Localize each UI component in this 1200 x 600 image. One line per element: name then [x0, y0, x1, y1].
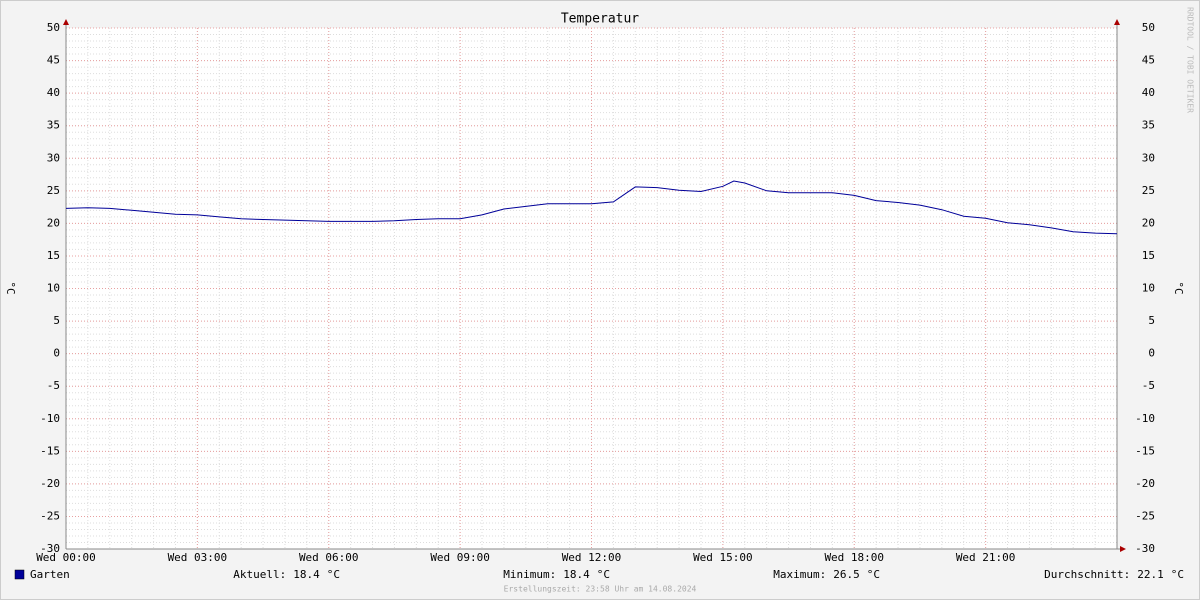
y2-tick-label: 40: [1142, 86, 1155, 99]
x-tick-label: Wed 03:00: [168, 551, 228, 564]
y-tick-label: 35: [47, 119, 60, 132]
x-tick-label: Wed 06:00: [299, 551, 359, 564]
stat-label: Aktuell:: [233, 568, 286, 581]
y-tick-label: 0: [53, 347, 60, 360]
stat-label: Minimum:: [503, 568, 556, 581]
stat-unit: °C: [327, 568, 340, 581]
y2-tick-label: -15: [1135, 444, 1155, 457]
stat-label: Durchschnitt:: [1044, 568, 1130, 581]
axis-arrow: [1120, 546, 1126, 552]
y2-tick-label: 45: [1142, 54, 1155, 67]
stat: Durchschnitt: 22.1 °C: [1044, 568, 1184, 581]
y2-tick-label: 35: [1142, 119, 1155, 132]
chart-title: Temperatur: [561, 12, 639, 27]
stat: Minimum: 18.4 °C: [503, 568, 610, 581]
y-tick-label: -25: [40, 509, 60, 522]
stat: Aktuell: 18.4 °C: [233, 568, 340, 581]
stat-value: 18.4: [293, 568, 320, 581]
y2-tick-label: 30: [1142, 151, 1155, 164]
y-tick-label: -5: [47, 379, 60, 392]
y-tick-label: -10: [40, 412, 60, 425]
y2-tick-label: 10: [1142, 282, 1155, 295]
x-tick-label: Wed 12:00: [562, 551, 622, 564]
x-tick-label: Wed 21:00: [956, 551, 1016, 564]
y2-tick-label: -10: [1135, 412, 1155, 425]
stat-value: 26.5: [833, 568, 860, 581]
stat-unit: °C: [867, 568, 880, 581]
watermark: RRDTOOL / TOBI OETIKER: [1186, 7, 1195, 113]
y-tick-label: 15: [47, 249, 60, 262]
x-tick-label: Wed 18:00: [824, 551, 884, 564]
legend-label: Garten: [30, 568, 70, 581]
y2-tick-label: 50: [1142, 21, 1155, 34]
y-tick-label: 25: [47, 184, 60, 197]
y2-tick-label: -30: [1135, 542, 1155, 555]
y2-tick-label: -25: [1135, 509, 1155, 522]
y2-tick-label: -5: [1142, 379, 1155, 392]
axis-arrow: [63, 19, 69, 25]
y-tick-label: 10: [47, 282, 60, 295]
y-tick-label: -15: [40, 444, 60, 457]
y-tick-label: 30: [47, 151, 60, 164]
grid: [65, 27, 1117, 550]
y2-tick-label: -20: [1135, 477, 1155, 490]
y2-tick-label: 25: [1142, 184, 1155, 197]
y-tick-label: 5: [53, 314, 60, 327]
axis-arrow: [1114, 19, 1120, 25]
x-tick-label: Wed 09:00: [430, 551, 490, 564]
footer: Erstellungszeit: 23:58 Uhr am 14.08.2024: [504, 585, 697, 594]
y2-axis-label: °C: [1172, 281, 1185, 294]
y-tick-label: 45: [47, 54, 60, 67]
legend-swatch: [14, 569, 25, 580]
y2-tick-label: 5: [1148, 314, 1155, 327]
stat-value: 22.1: [1137, 568, 1164, 581]
y2-tick-label: 20: [1142, 216, 1155, 229]
stat: Maximum: 26.5 °C: [773, 568, 880, 581]
stat-unit: °C: [1171, 568, 1184, 581]
stat-value: 18.4: [563, 568, 590, 581]
stat-label: Maximum:: [773, 568, 826, 581]
y2-tick-label: 0: [1148, 347, 1155, 360]
y-tick-label: 50: [47, 21, 60, 34]
line: [65, 180, 1118, 235]
y2-tick-label: 15: [1142, 249, 1155, 262]
x-tick-label: Wed 00:00: [36, 551, 96, 564]
x-tick-label: Wed 15:00: [693, 551, 753, 564]
y-tick-label: 40: [47, 86, 60, 99]
y-tick-label: -30: [40, 542, 60, 555]
y-tick-label: 20: [47, 216, 60, 229]
y-axis-label: °C: [4, 281, 17, 294]
y-tick-label: -20: [40, 477, 60, 490]
stat-unit: °C: [597, 568, 610, 581]
